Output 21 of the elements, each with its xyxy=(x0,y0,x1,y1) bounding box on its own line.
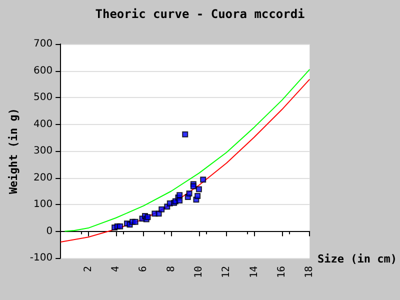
x-tick-label: 4 xyxy=(110,266,122,272)
x-tick-label: 12 xyxy=(221,266,232,278)
chart-title: Theoric curve - Cuora mccordi xyxy=(95,7,305,21)
y-tick-label: 200 xyxy=(34,172,53,184)
x-tick-label: 8 xyxy=(166,266,177,272)
y-tick-label: 600 xyxy=(34,65,53,76)
x-tick-label: 16 xyxy=(276,266,288,278)
y-tick-label: 400 xyxy=(34,118,53,130)
y-tick-label: 0 xyxy=(46,226,53,237)
y-tick-label: 300 xyxy=(34,146,53,156)
x-tick-label: 18 xyxy=(304,266,316,278)
y-axis-title: Weight (in g) xyxy=(7,108,20,194)
x-tick-label: 2 xyxy=(82,266,94,272)
x-tick-label: 6 xyxy=(138,266,150,272)
y-tick-label: 700 xyxy=(34,38,53,50)
y-tick-label: 100 xyxy=(34,199,53,210)
y-tick-label: -100 xyxy=(30,252,53,264)
x-tick-label: 14 xyxy=(248,266,260,278)
y-tick-label: 500 xyxy=(34,92,53,103)
x-axis-title: Size (in cm) xyxy=(318,252,397,266)
x-tick-label: 10 xyxy=(193,266,204,278)
